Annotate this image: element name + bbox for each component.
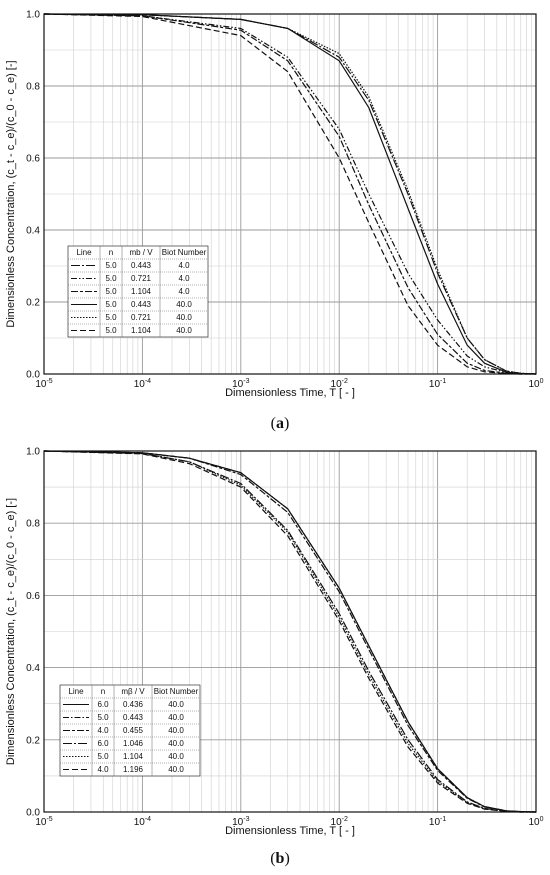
legend-header-cell: Line xyxy=(76,248,92,257)
chart-panel-b: 10-5 10-4 10-3 10-2 10-1 100 0.0 0.2 0.4 0.6 0.8 1.… xyxy=(5,447,544,868)
y-tick-label: 0.8 xyxy=(26,519,40,530)
legend-cell: 40.0 xyxy=(168,765,184,774)
series-line-5 xyxy=(43,13,537,375)
x-tick-label: 10-4 xyxy=(134,378,151,390)
legend-cell: 5.0 xyxy=(97,752,109,761)
legend-header-cell: mβ / V xyxy=(121,687,145,696)
legend-header-cell: Line xyxy=(68,687,84,696)
legend-cell: 0.443 xyxy=(123,713,144,722)
legend-cell: 40.0 xyxy=(176,300,192,309)
legend-header-cell: Biot Number xyxy=(162,248,207,257)
legend-cell: 0.721 xyxy=(131,274,152,283)
legend-cell: 4.0 xyxy=(178,261,190,270)
legend-cell: 4.0 xyxy=(97,726,109,735)
legend-cell: 40.0 xyxy=(168,700,184,709)
legend-cell: 1.104 xyxy=(123,752,144,761)
x-tick-label: 10-5 xyxy=(35,816,52,828)
legend-cell: 1.104 xyxy=(131,287,152,296)
y-tick-label: 0.8 xyxy=(26,82,40,93)
x-tick-label: 100 xyxy=(528,378,543,390)
legend-header-cell: Biot Number xyxy=(154,687,199,696)
y-tick-label: 0.2 xyxy=(26,735,40,746)
legend: Line n mβ / V Biot Number 6.0 0.436 40.0 5.0 0.4… xyxy=(59,684,201,777)
legend-cell: 0.455 xyxy=(123,726,144,735)
legend-cell: 40.0 xyxy=(168,726,184,735)
series-line-6 xyxy=(43,13,536,375)
legend-cell: 5.0 xyxy=(105,313,117,322)
legend-cell: 40.0 xyxy=(168,713,184,722)
x-tick-label: 10-3 xyxy=(232,378,249,390)
legend-cell: 5.0 xyxy=(105,287,117,296)
y-tick-label: 0.0 xyxy=(26,370,40,381)
panel-caption: (b) xyxy=(270,850,290,867)
panel-caption: (a) xyxy=(271,415,290,432)
series-line-6 xyxy=(43,450,536,813)
y-tick-label: 1.0 xyxy=(26,10,40,21)
legend-cell: 0.443 xyxy=(131,300,152,309)
legend: Line n mb / V Biot Number 5.0 0.443 4.0 5.0 0.72… xyxy=(67,245,209,338)
legend-cell: 40.0 xyxy=(176,313,192,322)
legend-cell: 1.104 xyxy=(131,326,152,335)
legend-cell: 5.0 xyxy=(105,300,117,309)
y-tick-label: 0.4 xyxy=(26,663,40,674)
legend-cell: 0.721 xyxy=(131,313,152,322)
legend-header-cell: mb / V xyxy=(129,248,153,257)
legend-cell: 40.0 xyxy=(168,739,184,748)
series-line-3 xyxy=(43,13,536,375)
x-tick-label: 100 xyxy=(528,816,543,828)
legend-header-cell: n xyxy=(101,687,105,696)
y-axis-label: Dimensionless Concentration, (c_t - c_e)… xyxy=(5,60,17,327)
y-axis-label: Dimensionless Concentration, (c_t - c_e)… xyxy=(5,498,17,765)
legend-cell: 4.0 xyxy=(178,274,190,283)
x-tick-label: 10-5 xyxy=(35,378,52,390)
legend-header-cell: n xyxy=(109,248,113,257)
chart-panel-a: 10-5 10-4 10-3 10-2 10-1 100 0.0 0.2 0.4 0.6 0.8 1.… xyxy=(5,10,544,433)
legend-cell: 6.0 xyxy=(97,739,109,748)
legend-cell: 4.0 xyxy=(97,765,109,774)
legend-cell: 1.196 xyxy=(123,765,144,774)
legend-cell: 5.0 xyxy=(105,274,117,283)
y-tick-label: 0.0 xyxy=(26,808,40,819)
x-tick-label: 10-1 xyxy=(429,378,446,390)
x-tick-label: 10-3 xyxy=(232,816,249,828)
x-axis-label: Dimensionless Time, T [ - ] xyxy=(225,387,355,399)
series-line-3 xyxy=(43,450,537,813)
x-axis-label: Dimensionless Time, T [ - ] xyxy=(225,825,355,837)
y-tick-label: 0.6 xyxy=(26,591,40,602)
legend-cell: 4.0 xyxy=(178,287,190,296)
y-tick-label: 1.0 xyxy=(26,447,40,458)
x-tick-label: 10-2 xyxy=(331,378,348,390)
x-tick-label: 10-4 xyxy=(134,816,151,828)
y-tick-label: 0.6 xyxy=(26,154,40,165)
legend-cell: 0.436 xyxy=(123,700,144,709)
legend-cell: 40.0 xyxy=(168,752,184,761)
x-tick-label: 10-2 xyxy=(331,816,348,828)
plot-frame xyxy=(43,450,537,813)
x-tick-label: 10-1 xyxy=(429,816,446,828)
legend-cell: 1.046 xyxy=(123,739,144,748)
legend-cell: 5.0 xyxy=(105,326,117,335)
legend-cell: 0.443 xyxy=(131,261,152,270)
legend-cell: 5.0 xyxy=(105,261,117,270)
legend-cell: 5.0 xyxy=(97,713,109,722)
legend-cell: 6.0 xyxy=(97,700,109,709)
plot-frame xyxy=(43,13,537,375)
legend-cell: 40.0 xyxy=(176,326,192,335)
y-tick-label: 0.4 xyxy=(26,226,40,237)
y-tick-label: 0.2 xyxy=(26,298,40,309)
series-line-4 xyxy=(43,13,537,375)
